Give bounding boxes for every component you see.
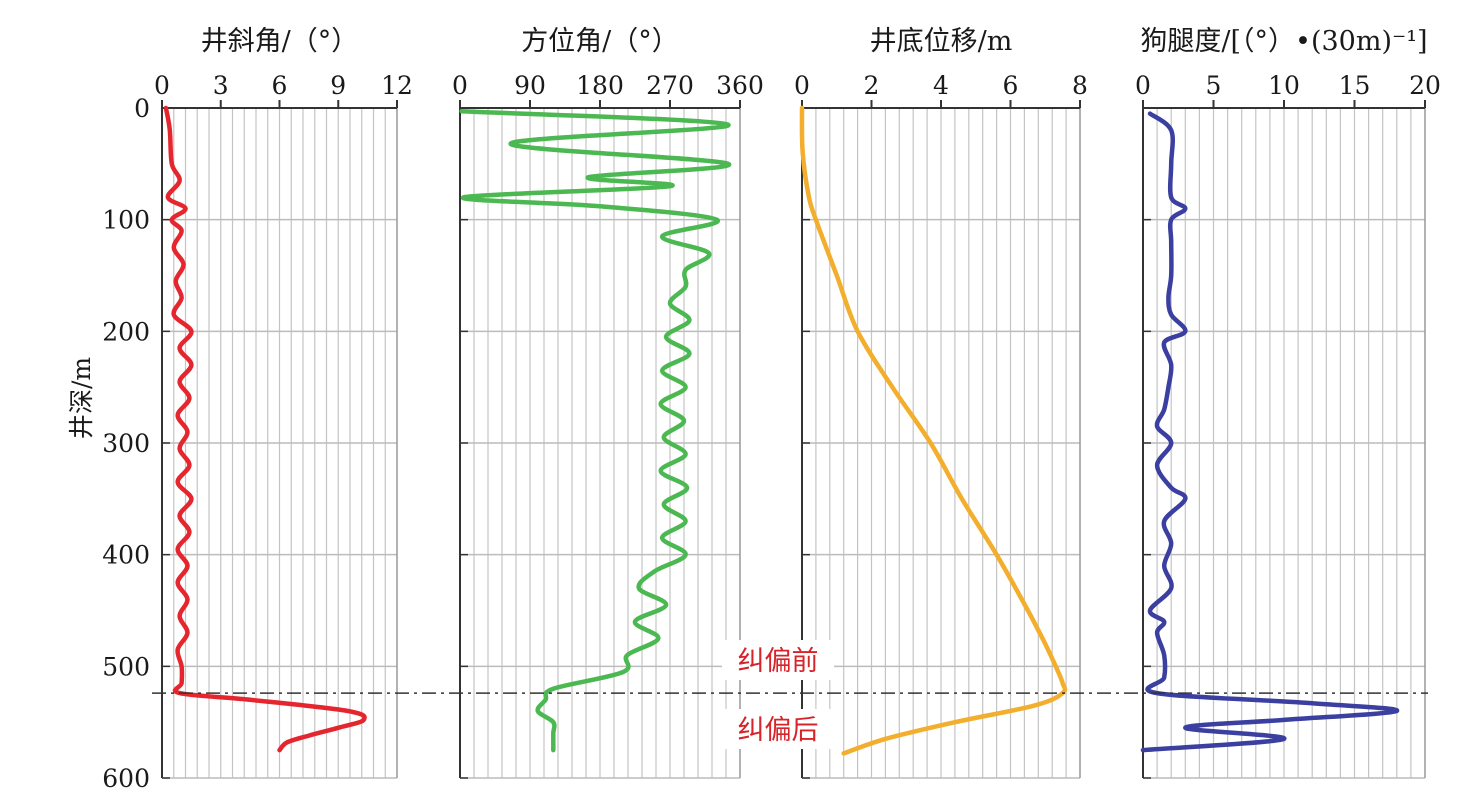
y-tick-label: 0 xyxy=(134,94,150,123)
x-tick-label: 8 xyxy=(1072,71,1088,100)
data-curve xyxy=(163,105,367,753)
x-tick-label: 12 xyxy=(381,71,413,100)
data-curve xyxy=(459,109,731,753)
x-tick-label: 270 xyxy=(646,71,694,100)
y-tick-label: 300 xyxy=(102,429,150,458)
x-tick-label: 360 xyxy=(716,71,764,100)
x-tick-label: 6 xyxy=(1003,71,1019,100)
panel-1: 0 3 6 9 12 井斜角/（°） xyxy=(154,26,413,779)
x-tick-label: 3 xyxy=(213,71,229,100)
x-tick-label: 180 xyxy=(576,71,624,100)
x-tick-label: 4 xyxy=(933,71,949,100)
x-tick-label: 0 xyxy=(154,71,170,100)
y-axis: 0 100 200 300 400 500 600 井深/m xyxy=(67,94,150,793)
y-tick-label: 500 xyxy=(102,652,150,681)
panel-title: 方位角/（°） xyxy=(521,26,679,57)
y-tick-label: 400 xyxy=(102,541,150,570)
x-tick-label: 90 xyxy=(514,71,546,100)
x-tick-label: 0 xyxy=(794,71,810,100)
x-tick-label: 15 xyxy=(1339,71,1371,100)
data-curve xyxy=(1140,111,1400,753)
x-tick-label: 20 xyxy=(1409,71,1441,100)
panel-3: 0 2 4 6 8 井底位移/m xyxy=(794,26,1088,779)
x-tick-label: 10 xyxy=(1268,71,1300,100)
x-tick-label: 2 xyxy=(864,71,880,100)
annotation-after: 纠偏后 xyxy=(738,715,819,746)
annotation-after-bg xyxy=(722,709,834,749)
panel-title: 狗腿度/[（°）•(30m)⁻¹] xyxy=(1140,26,1427,57)
y-axis-title: 井深/m xyxy=(67,357,96,439)
x-tick-label: 0 xyxy=(1135,71,1151,100)
annotation-before: 纠偏前 xyxy=(738,646,819,677)
data-curve xyxy=(799,105,1068,756)
y-tick-label: 100 xyxy=(102,206,150,235)
x-tick-label: 9 xyxy=(330,71,346,100)
x-tick-label: 6 xyxy=(272,71,288,100)
y-tick-label: 600 xyxy=(102,764,150,793)
x-tick-label: 5 xyxy=(1206,71,1222,100)
panel-title: 井底位移/m xyxy=(870,26,1013,57)
panel-4: 0 5 10 15 20 狗腿度/[（°）•(30m)⁻¹] xyxy=(1135,26,1441,779)
x-tick-label: 0 xyxy=(452,71,468,100)
panel-2: 0 90 180 270 360 方位角/（°） xyxy=(452,26,764,779)
y-tick-label: 200 xyxy=(102,317,150,346)
annotation-before-bg xyxy=(722,640,834,680)
panel-title: 井斜角/（°） xyxy=(201,26,359,57)
